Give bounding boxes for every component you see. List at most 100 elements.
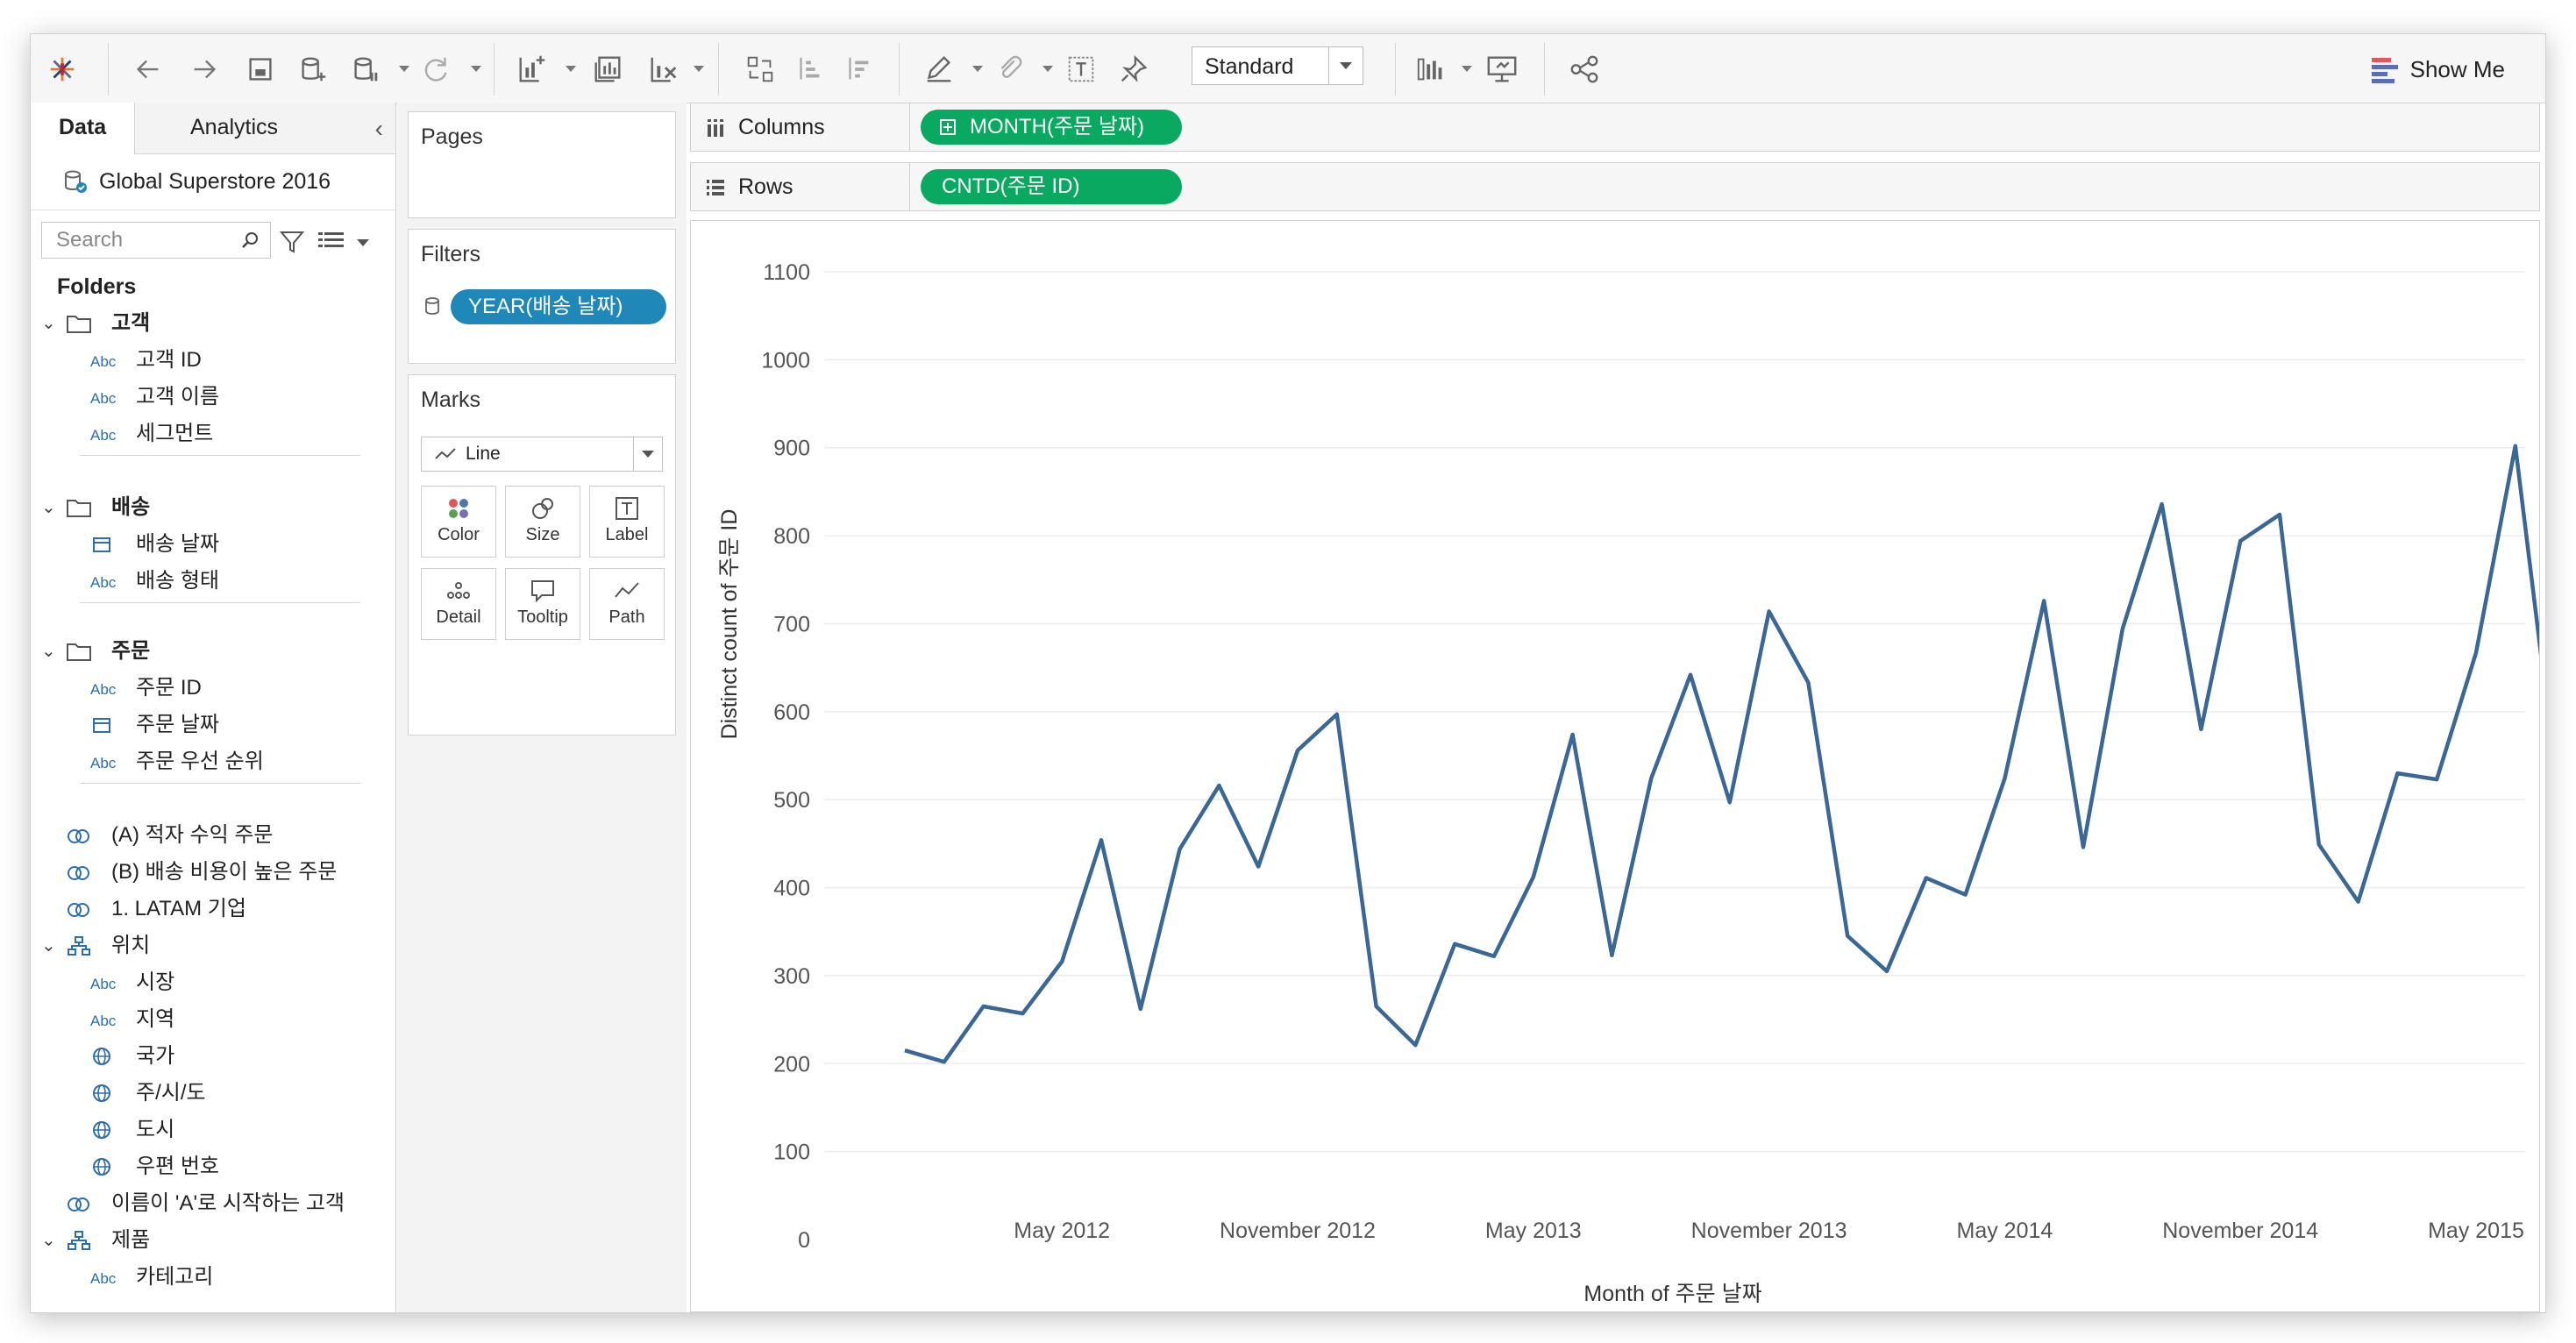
collapse-pane-icon[interactable]: ‹ — [374, 115, 383, 142]
field-item[interactable]: 우편 번호 — [31, 1149, 395, 1184]
highlight-icon[interactable] — [920, 50, 958, 89]
save-icon[interactable] — [241, 50, 280, 89]
folder-shipping[interactable]: ⌄ 배송 — [31, 490, 395, 525]
folder-icon — [67, 316, 91, 333]
globe-icon — [93, 1158, 110, 1176]
field-item[interactable]: Abc 주문 우선 순위 — [31, 744, 395, 779]
pane-tabs: Data Analytics ‹ — [31, 103, 395, 154]
pages-card[interactable]: Pages — [408, 111, 676, 218]
set-item[interactable]: 이름이 'A'로 시작하는 고객 — [31, 1186, 395, 1221]
sort-ascending-icon[interactable] — [790, 50, 829, 89]
field-item[interactable]: 배송 날짜 — [31, 527, 395, 562]
folder-order[interactable]: ⌄ 주문 — [31, 634, 395, 669]
marks-tooltip-button[interactable]: Tooltip — [505, 568, 580, 640]
set-icon — [68, 1197, 89, 1212]
duplicate-sheet-icon[interactable] — [588, 50, 627, 89]
x-tick-label: May 2012 — [1014, 1219, 1110, 1243]
tree-item-label: 주문 — [111, 639, 151, 663]
new-worksheet-icon[interactable] — [513, 50, 551, 89]
chevron-down-icon[interactable] — [357, 239, 369, 246]
forward-icon[interactable] — [185, 50, 224, 89]
filter-pill-year-ship-date[interactable]: YEAR(배송 날짜) — [451, 289, 666, 324]
sort-descending-icon[interactable] — [839, 50, 878, 89]
line-chart[interactable]: 0 100 200 300 400 500 600 700 800 900 1000 1100 May… — [691, 221, 2539, 1311]
set-item[interactable]: 1. LATAM 기업 — [31, 892, 395, 927]
tableau-window: Standard Show Me Data Analytics ‹ Global… — [30, 33, 2546, 1313]
field-item[interactable]: 주문 날짜 — [31, 707, 395, 743]
tableau-logo-icon[interactable] — [43, 50, 82, 89]
marks-label-button[interactable]: Label — [589, 486, 665, 558]
tree-item-label: 이름이 'A'로 시작하는 고객 — [111, 1191, 345, 1215]
back-icon[interactable] — [129, 50, 167, 89]
marks-path-button[interactable]: Path — [589, 568, 665, 640]
y-tick-label: 900 — [773, 437, 810, 461]
tree-item-label: 배송 날짜 — [136, 532, 219, 556]
datasource-pause-icon[interactable] — [346, 50, 385, 89]
set-icon — [68, 903, 89, 917]
hierarchy-location[interactable]: ⌄ 위치 — [31, 928, 395, 963]
tab-analytics[interactable]: Analytics — [190, 115, 279, 139]
expand-icon — [940, 119, 956, 135]
marks-size-button[interactable]: Size — [505, 486, 580, 558]
string-type-icon: Abc — [90, 427, 117, 444]
tree-item-label: 주문 날짜 — [136, 713, 219, 736]
marks-color-button[interactable]: Color — [421, 486, 496, 558]
folder-customer[interactable]: ⌄ 고객 — [31, 306, 395, 341]
show-me-button[interactable]: Show Me — [2371, 50, 2505, 89]
pages-title: Pages — [421, 124, 483, 149]
set-item[interactable]: (B) 배송 비용이 높은 주문 — [31, 855, 395, 890]
y-tick-label: 300 — [773, 964, 810, 989]
swap-icon[interactable] — [741, 50, 779, 89]
search-placeholder: Search — [56, 228, 124, 252]
y-tick-label: 800 — [773, 524, 810, 549]
field-item[interactable]: Abc 배송 형태 — [31, 564, 395, 599]
search-input[interactable]: Search — [41, 222, 271, 259]
filter-icon[interactable] — [278, 227, 306, 255]
filters-card[interactable]: Filters YEAR(배송 날짜) — [408, 229, 676, 364]
view-mode-select[interactable]: Standard — [1192, 46, 1363, 85]
globe-icon — [93, 1048, 110, 1065]
label-icon[interactable] — [1062, 50, 1100, 89]
search-icon — [242, 232, 258, 248]
set-item[interactable]: (A) 적자 수익 주문 — [31, 818, 395, 853]
tree-item-label: 위치 — [111, 934, 151, 957]
marks-button-label: Size — [525, 525, 560, 544]
field-item[interactable]: 도시 — [31, 1112, 395, 1148]
clear-sheet-icon[interactable] — [644, 50, 683, 89]
field-item[interactable]: Abc 지역 — [31, 1002, 395, 1037]
presentation-icon[interactable] — [1483, 50, 1521, 89]
chart-area[interactable]: 0 100 200 300 400 500 600 700 800 900 1000 1100 May… — [690, 220, 2540, 1312]
marks-detail-button[interactable]: Detail — [421, 568, 496, 640]
columns-pill-month-order-date[interactable]: MONTH(주문 날짜) — [921, 110, 1182, 145]
mark-type-select[interactable]: Line — [421, 437, 663, 472]
field-item[interactable]: Abc 고객 이름 — [31, 380, 395, 415]
field-item[interactable]: 주/시/도 — [31, 1076, 395, 1111]
rows-shelf[interactable]: Rows CNTD(주문 ID) — [690, 162, 2540, 211]
chevron-down-icon: ⌄ — [41, 314, 56, 333]
field-item[interactable]: Abc 주문 ID — [31, 671, 395, 706]
marks-button-label: Tooltip — [517, 608, 568, 627]
new-datasource-icon[interactable] — [294, 50, 332, 89]
datasource-row[interactable]: Global Superstore 2016 — [31, 153, 395, 210]
field-item[interactable]: Abc 세그먼트 — [31, 416, 395, 451]
fit-icon[interactable] — [1413, 50, 1451, 89]
folder-icon — [67, 500, 91, 517]
text-label-icon — [616, 497, 638, 520]
view-mode-value: Standard — [1205, 54, 1294, 79]
group-icon[interactable] — [990, 50, 1028, 89]
hierarchy-product[interactable]: ⌄ 제품 — [31, 1223, 395, 1258]
columns-shelf[interactable]: Columns MONTH(주문 날짜) — [690, 103, 2540, 152]
field-item[interactable]: Abc 카테고리 — [31, 1260, 395, 1295]
refresh-icon[interactable] — [416, 50, 455, 89]
field-item[interactable]: 국가 — [31, 1039, 395, 1074]
y-axis: 0 100 200 300 400 500 600 700 800 900 1000 1100 — [761, 260, 810, 1253]
pin-icon[interactable] — [1114, 50, 1153, 89]
path-icon — [615, 582, 639, 598]
string-type-icon: Abc — [90, 681, 117, 698]
list-view-icon[interactable] — [317, 229, 346, 253]
field-item[interactable]: Abc 고객 ID — [31, 343, 395, 378]
rows-pill-cntd-order-id[interactable]: CNTD(주문 ID) — [921, 169, 1182, 204]
field-item[interactable]: Abc 시장 — [31, 965, 395, 1000]
tab-data[interactable]: Data — [31, 103, 136, 154]
share-icon[interactable] — [1565, 50, 1604, 89]
